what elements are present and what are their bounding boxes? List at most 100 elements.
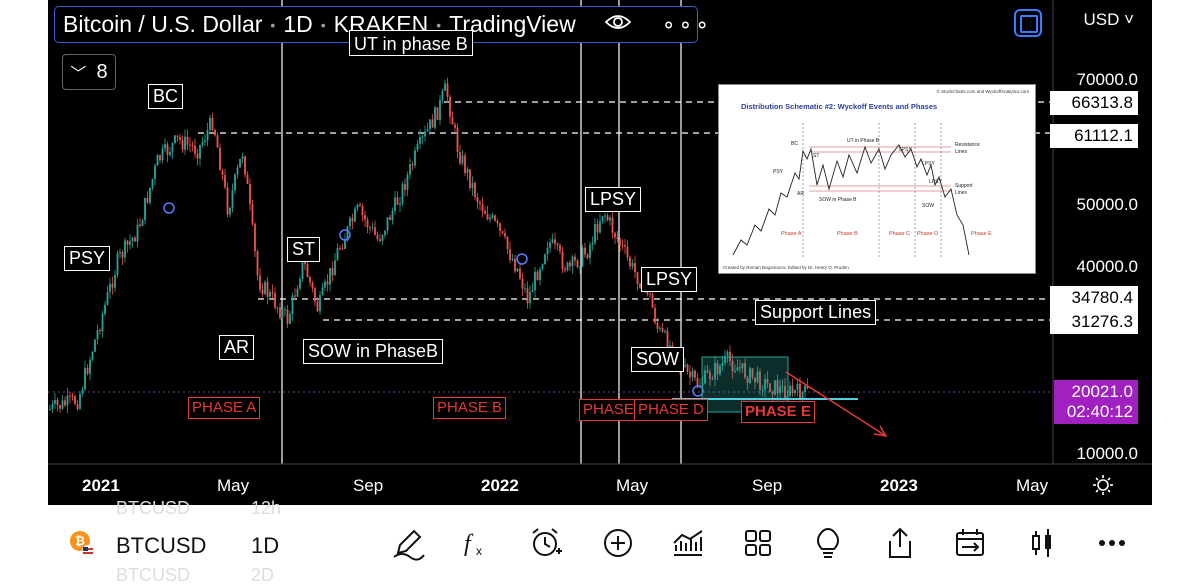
ideas-lightbulb-icon[interactable]	[810, 525, 846, 561]
more-options-button[interactable]: ∘∘∘	[661, 11, 713, 37]
inset-credit-bottom: Created by Roman Bogomazov. Edited by Dr…	[723, 265, 849, 270]
annotation-ar[interactable]: AR	[219, 335, 255, 360]
candle-body	[374, 227, 376, 235]
phase-e-label[interactable]: PHASE E	[741, 401, 815, 423]
inset-label: LPSY	[929, 179, 942, 185]
chevron-down-icon: ﹀	[70, 66, 87, 83]
candle-body	[146, 197, 149, 203]
candle-body	[504, 233, 506, 237]
candle-body	[156, 155, 159, 166]
candle-body	[281, 309, 284, 318]
annotation-lpsy[interactable]: LPSY	[585, 187, 642, 212]
candle-body	[311, 282, 314, 289]
candle-body	[799, 383, 801, 400]
candle-body	[801, 392, 804, 400]
chart-type-candles-icon[interactable]	[1024, 525, 1060, 561]
candle-body	[491, 215, 494, 218]
interval-button[interactable]: 1D	[251, 533, 280, 558]
more-menu-icon[interactable]	[1094, 525, 1130, 561]
candle-body	[139, 224, 141, 226]
candle-body	[71, 395, 74, 397]
alert-icon[interactable]	[528, 525, 564, 561]
inset-phase: Phase C	[889, 231, 910, 237]
annotation-sow[interactable]: SOW	[631, 347, 684, 372]
add-icon[interactable]	[600, 525, 636, 561]
inset-label: SOW in Phase B	[819, 197, 857, 203]
phase-d-label[interactable]: PHASE D	[634, 399, 708, 421]
annotation-bc[interactable]: BC	[148, 84, 184, 109]
candle-body	[141, 220, 144, 226]
candle-body	[334, 260, 336, 276]
candle-body	[111, 283, 114, 288]
phase-b-label[interactable]: PHASE B	[433, 397, 507, 419]
candle-body	[561, 251, 564, 269]
candle-body	[454, 124, 456, 128]
candle-body	[789, 385, 791, 397]
candle-body	[274, 293, 276, 308]
candle-body	[539, 269, 541, 281]
candle-body	[104, 304, 106, 315]
candle-body	[554, 239, 556, 244]
price-line-tag: 34780.4	[1050, 286, 1138, 310]
candle-body	[314, 288, 316, 302]
candle-body	[191, 145, 194, 147]
time-axis-label: May	[1016, 476, 1049, 495]
candle-body	[489, 217, 491, 220]
eye-icon[interactable]	[604, 11, 632, 38]
annotation-sow-phase-b[interactable]: SOW in PhaseB	[303, 339, 444, 364]
chart-area[interactable]: Bitcoin / U.S. Dollar • 1D • KRAKEN • Tr…	[48, 0, 1152, 505]
annotation-ut-phase-b[interactable]: UT in phase B	[349, 30, 473, 56]
drawing-tools-icon[interactable]	[390, 525, 426, 561]
annotation-psy[interactable]: PSY	[64, 246, 111, 271]
candle-body	[784, 385, 786, 399]
candle-body	[226, 187, 229, 215]
candle-body	[626, 246, 629, 258]
candle-body	[301, 257, 304, 279]
annotation-st[interactable]: ST	[287, 237, 321, 262]
candle-body	[361, 206, 364, 216]
candle-body	[664, 330, 666, 332]
candle-body	[774, 380, 776, 395]
replay-calendar-icon[interactable]	[952, 525, 988, 561]
layouts-icon[interactable]	[740, 525, 776, 561]
candle-body	[59, 405, 61, 409]
candle-body	[364, 215, 366, 220]
price-chart[interactable]	[48, 0, 1152, 505]
bar-countdown: 02:40:12	[1066, 402, 1133, 421]
time-axis-label: 2023	[880, 476, 918, 495]
annotation-lpsy-2[interactable]: LPSY	[641, 267, 698, 292]
candle-body	[704, 370, 706, 384]
candle-body	[366, 219, 369, 228]
candle-body	[574, 256, 576, 261]
candle-body	[296, 288, 299, 297]
fullscreen-icon[interactable]	[1014, 9, 1042, 37]
ut-label: UT in phase B	[354, 34, 468, 54]
candle-body	[254, 223, 256, 252]
candle-body	[511, 259, 514, 261]
compare-icon[interactable]	[670, 525, 706, 561]
settings-icon[interactable]	[1092, 474, 1114, 501]
candle-body	[654, 307, 656, 323]
swing-marker	[163, 202, 175, 214]
candle-body	[629, 257, 631, 267]
annotation-support-lines[interactable]: Support Lines	[755, 300, 877, 325]
candle-body	[406, 174, 409, 190]
candle-body	[544, 254, 546, 265]
candle-body	[689, 371, 691, 378]
candle-body	[771, 391, 774, 395]
candle-body	[591, 242, 594, 245]
currency-selector[interactable]: USD ˅	[1083, 10, 1134, 29]
candle-body	[339, 248, 341, 250]
share-icon[interactable]	[882, 525, 918, 561]
indicators-toggle-button[interactable]: ﹀ 8	[62, 54, 116, 90]
candle-body	[79, 393, 81, 409]
candle-body	[309, 277, 311, 283]
symbol-button[interactable]: BTCUSD	[116, 533, 207, 558]
candle-body	[351, 218, 354, 222]
candle-body	[761, 389, 764, 391]
phase-a-label[interactable]: PHASE A	[188, 397, 261, 419]
candle-body	[586, 254, 589, 259]
candle-body	[639, 283, 641, 288]
candle-body	[76, 404, 79, 409]
